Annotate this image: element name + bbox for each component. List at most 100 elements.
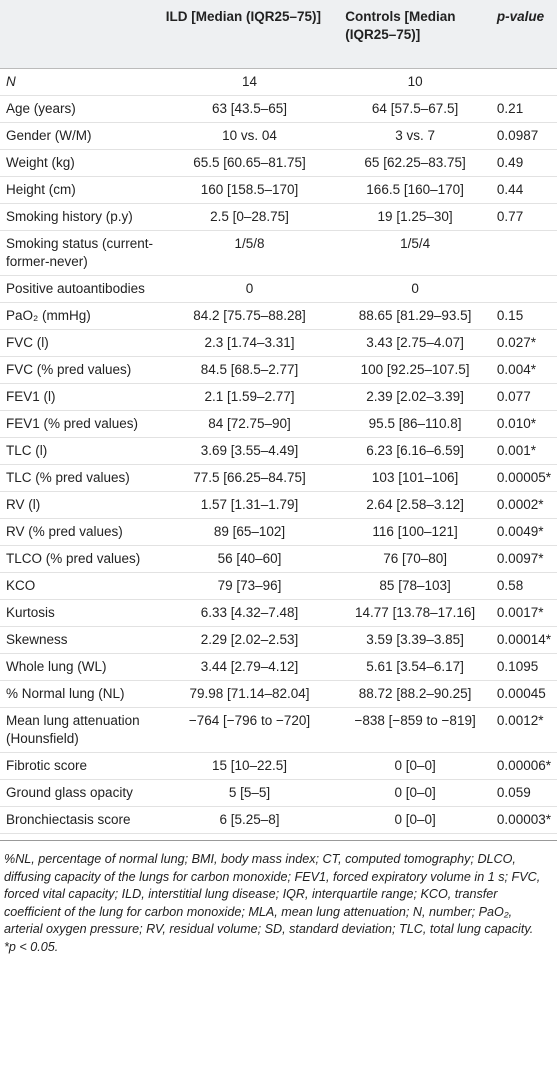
table-cell: 0 — [159, 275, 340, 303]
table-cell: 100 [92.25–107.5] — [339, 356, 491, 384]
table-row: PaO₂ (mmHg) 84.2 [75.75–88.28] 88.65 [81.2… — [0, 302, 557, 330]
table-cell: 14 — [159, 68, 340, 96]
table-cell: 0.00045 — [490, 680, 557, 708]
table-cell: 0.77 — [490, 203, 557, 231]
row-label: Smoking status (current-former-never) — [0, 230, 160, 276]
table-cell — [490, 68, 557, 96]
table-row: Height (cm) 160 [158.5–170] 166.5 [160–170… — [0, 176, 557, 204]
table-cell: 65.5 [60.65–81.75] — [159, 149, 340, 177]
table-cell: 10 vs. 04 — [159, 122, 340, 150]
table-cell: 0.010* — [490, 410, 557, 438]
header-cell: p-value — [490, 0, 557, 69]
table-cell: 0.0987 — [490, 122, 557, 150]
row-label: Age (years) — [0, 95, 160, 123]
table-cell: 116 [100–121] — [339, 518, 491, 546]
row-label: Kurtosis — [0, 599, 160, 627]
table-cell: 0 — [339, 275, 491, 303]
table-cell: 1/5/4 — [339, 230, 491, 276]
table-row: Kurtosis 6.33 [4.32–7.48] 14.77 [13.78–17.… — [0, 599, 557, 627]
table-row: RV (l) 1.57 [1.31–1.79] 2.64 [2.58–3.12] 0.… — [0, 491, 557, 519]
table-cell: 1.57 [1.31–1.79] — [159, 491, 340, 519]
table-cell: 0.58 — [490, 572, 557, 600]
table-cell: 10 — [339, 68, 491, 96]
table-cell: 0.0017* — [490, 599, 557, 627]
table-cell: 0.00003* — [490, 806, 557, 834]
table-cell: −764 [−796 to −720] — [159, 707, 340, 753]
table-cell: 95.5 [86–110.8] — [339, 410, 491, 438]
table-row: Positive autoantibodies 0 0 — [0, 275, 557, 303]
data-table: ILD [Median (IQR25–75)] Controls [Median… — [0, 0, 557, 834]
table-cell: 6.33 [4.32–7.48] — [159, 599, 340, 627]
table-row: Bronchiectasis score 6 [5.25–8] 0 [0–0] 0.0… — [0, 806, 557, 834]
table-cell: 84.5 [68.5–2.77] — [159, 356, 340, 384]
table-row: Fibrotic score 15 [10–22.5] 0 [0–0] 0.00006… — [0, 752, 557, 780]
table-row: TLC (% pred values) 77.5 [66.25–84.75] 103… — [0, 464, 557, 492]
table-row: Whole lung (WL) 3.44 [2.79–4.12] 5.61 [3.5… — [0, 653, 557, 681]
row-label: % Normal lung (NL) — [0, 680, 160, 708]
table-body: N 14 10 Age (years) 63 [43.5–65] 64 [57.5–67.… — [0, 68, 557, 834]
header-row: ILD [Median (IQR25–75)] Controls [Median… — [0, 0, 557, 69]
table-cell: 0 [0–0] — [339, 779, 491, 807]
header-cell — [0, 0, 160, 69]
row-label: Smoking history (p.y) — [0, 203, 160, 231]
table-row: FVC (l) 2.3 [1.74–3.31] 3.43 [2.75–4.07] 0.… — [0, 329, 557, 357]
table-cell: 79.98 [71.14–82.04] — [159, 680, 340, 708]
table-row: Skewness 2.29 [2.02–2.53] 3.59 [3.39–3.85]… — [0, 626, 557, 654]
table-cell: 2.5 [0–28.75] — [159, 203, 340, 231]
table-cell: 6.23 [6.16–6.59] — [339, 437, 491, 465]
table-row: Weight (kg) 65.5 [60.65–81.75] 65 [62.25–8… — [0, 149, 557, 177]
abbreviations-note: %NL, percentage of normal lung; BMI, bod… — [4, 852, 541, 936]
row-label: Bronchiectasis score — [0, 806, 160, 834]
table-cell: 65 [62.25–83.75] — [339, 149, 491, 177]
table-cell: 84 [72.75–90] — [159, 410, 340, 438]
row-label: KCO — [0, 572, 160, 600]
row-label: N — [0, 68, 160, 96]
table-cell: 166.5 [160–170] — [339, 176, 491, 204]
table-cell: 0.059 — [490, 779, 557, 807]
table-cell: 0 [0–0] — [339, 806, 491, 834]
table-cell: 3 vs. 7 — [339, 122, 491, 150]
table-cell: −838 [−859 to −819] — [339, 707, 491, 753]
table-cell: 76 [70–80] — [339, 545, 491, 573]
table-cell: 0.1095 — [490, 653, 557, 681]
table-cell: 3.43 [2.75–4.07] — [339, 329, 491, 357]
table-cell: 0.00006* — [490, 752, 557, 780]
table-cell: 3.44 [2.79–4.12] — [159, 653, 340, 681]
row-label: RV (% pred values) — [0, 518, 160, 546]
table-cell: 0.00005* — [490, 464, 557, 492]
table-cell: 2.39 [2.02–3.39] — [339, 383, 491, 411]
row-label: Ground glass opacity — [0, 779, 160, 807]
row-label: FVC (l) — [0, 329, 160, 357]
table-cell: 63 [43.5–65] — [159, 95, 340, 123]
table-row: Smoking history (p.y) 2.5 [0–28.75] 19 [1.… — [0, 203, 557, 231]
table-cell: 79 [73–96] — [159, 572, 340, 600]
table-cell: 0.077 — [490, 383, 557, 411]
table-cell: 0.0097* — [490, 545, 557, 573]
table-cell: 0.0049* — [490, 518, 557, 546]
row-label: TLC (% pred values) — [0, 464, 160, 492]
table-cell: 0.21 — [490, 95, 557, 123]
table-cell: 0.00014* — [490, 626, 557, 654]
table-cell: 15 [10–22.5] — [159, 752, 340, 780]
header-cell: ILD [Median (IQR25–75)] — [159, 0, 340, 69]
table-cell: 3.59 [3.39–3.85] — [339, 626, 491, 654]
table-cell: 85 [78–103] — [339, 572, 491, 600]
table-cell: 2.3 [1.74–3.31] — [159, 329, 340, 357]
table-cell: 2.1 [1.59–2.77] — [159, 383, 340, 411]
row-label: FVC (% pred values) — [0, 356, 160, 384]
table-row: Smoking status (current-former-never) 1/5… — [0, 230, 557, 276]
table-cell: 103 [101–106] — [339, 464, 491, 492]
table-row: Age (years) 63 [43.5–65] 64 [57.5–67.5] 0.2… — [0, 95, 557, 123]
row-label: TLC (l) — [0, 437, 160, 465]
table-row: Mean lung attenuation (Hounsfield) −764 [… — [0, 707, 557, 753]
table-cell: 0.0002* — [490, 491, 557, 519]
table-cell: 19 [1.25–30] — [339, 203, 491, 231]
table-cell: 3.69 [3.55–4.49] — [159, 437, 340, 465]
table-cell: 77.5 [66.25–84.75] — [159, 464, 340, 492]
table-cell — [490, 230, 557, 276]
row-label: FEV1 (l) — [0, 383, 160, 411]
table-cell — [490, 275, 557, 303]
table-cell: 0.49 — [490, 149, 557, 177]
table-row: TLC (l) 3.69 [3.55–4.49] 6.23 [6.16–6.59] 0… — [0, 437, 557, 465]
